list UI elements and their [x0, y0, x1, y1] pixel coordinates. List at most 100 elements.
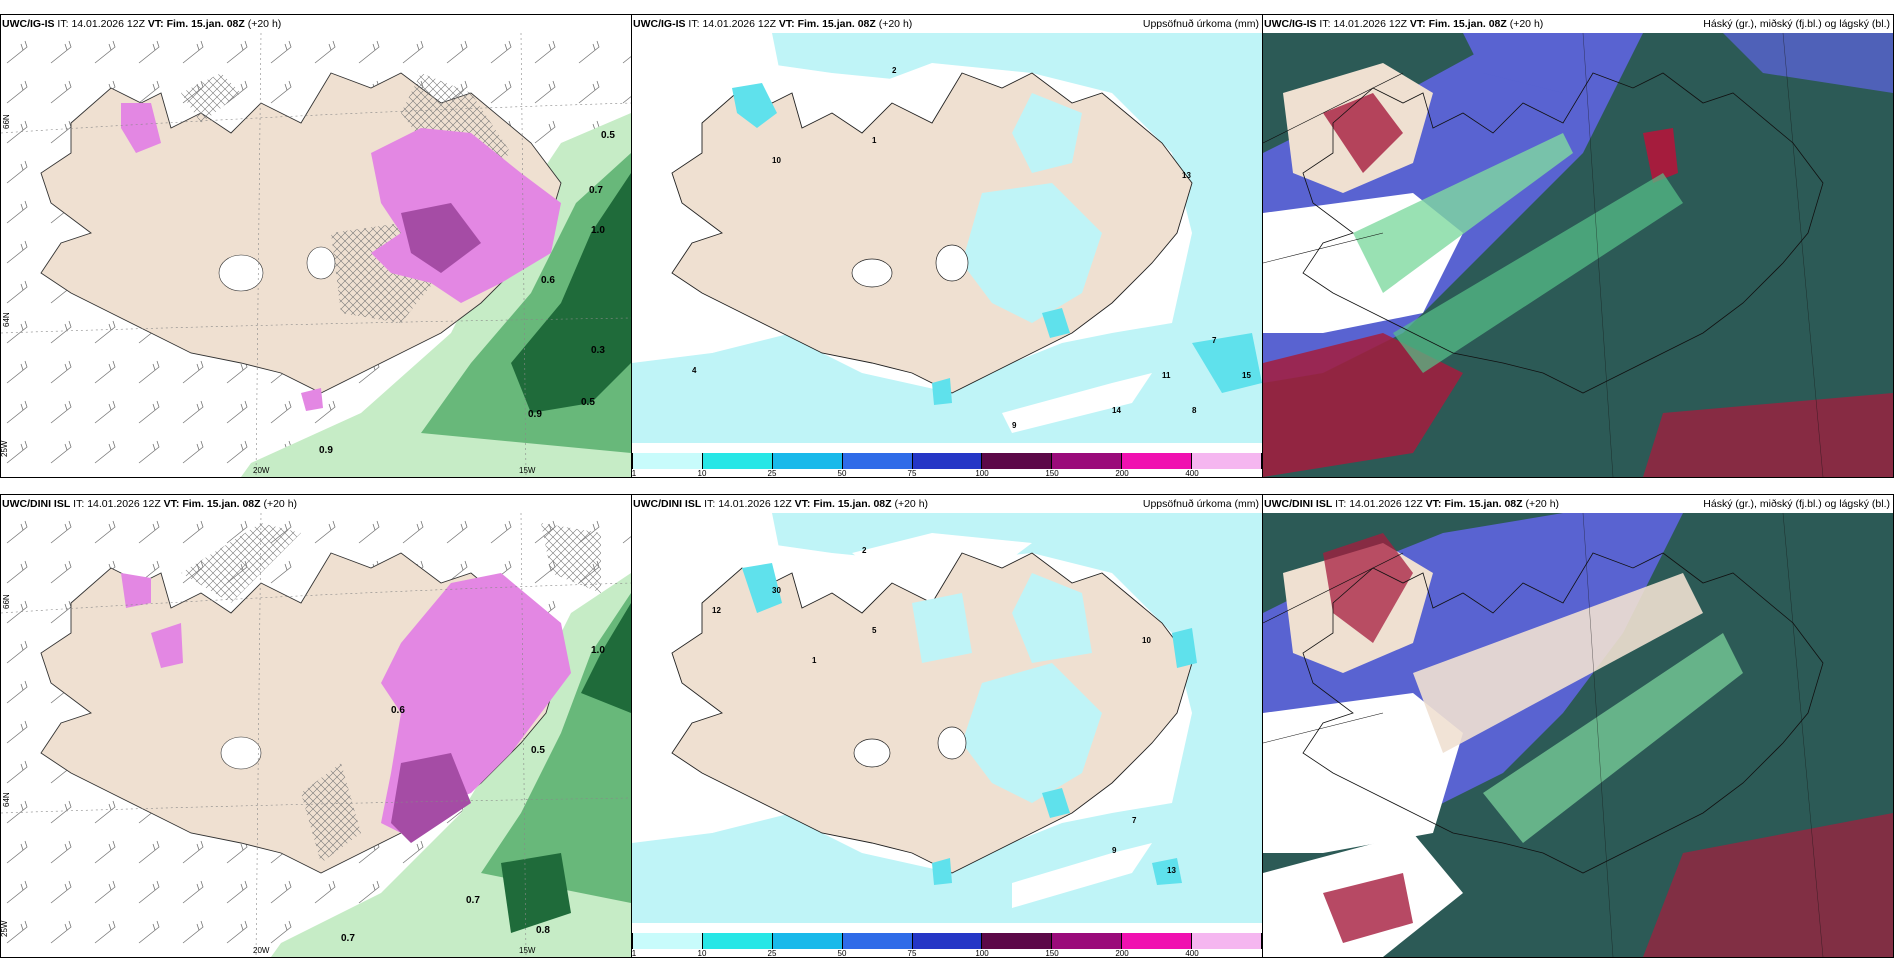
label-text: 14.01.2026 12Z — [702, 18, 776, 30]
map-label: 0.9 — [319, 445, 333, 456]
colorbar-segment — [982, 453, 1053, 469]
map-shape — [1263, 72, 1404, 144]
map-shape — [181, 523, 301, 603]
map-shape — [301, 763, 361, 863]
map-shape — [1012, 843, 1152, 908]
colorbar-segment — [632, 453, 703, 469]
map-shape — [1302, 72, 1824, 394]
label-text: 14.01.2026 12Z — [718, 498, 792, 510]
panel-igis-precip: UWC/IG-IS IT: 14.01.2026 12Z VT: Fim. 15… — [0, 14, 632, 478]
label-text: 75 — [907, 469, 917, 478]
map-label: 0.8 — [536, 925, 550, 936]
map-shape — [1582, 513, 1614, 957]
label-text: 10 — [697, 949, 707, 958]
label-text: IT: — [1335, 498, 1347, 510]
map-label: 9 — [1012, 421, 1017, 430]
label-text: (+20 h) — [1509, 18, 1544, 30]
map-label: 1 — [872, 136, 877, 145]
map-label: 64N — [2, 312, 11, 327]
map-label: 7 — [1212, 336, 1217, 345]
map-label: 0.7 — [589, 185, 603, 196]
map-label: 0.7 — [466, 895, 480, 906]
map-label: 0.3 — [591, 345, 605, 356]
sea-cyan-area — [632, 33, 1262, 443]
label-text: 50 — [837, 949, 847, 958]
map-label: 13 — [1182, 171, 1191, 180]
panel-header: UWC/DINI ISL IT: 14.01.2026 12Z VT: Fim.… — [1264, 498, 1559, 510]
colorbar-segment — [772, 453, 843, 469]
map-shape — [1263, 712, 1384, 744]
map-shape — [501, 853, 571, 933]
label-text: UWC/IG-IS — [633, 18, 686, 30]
colorbar-segment — [1122, 453, 1193, 469]
map-label: 1.0 — [591, 645, 605, 656]
panel-header: UWC/IG-IS IT: 14.01.2026 12Z VT: Fim. 15… — [633, 18, 912, 30]
map-shape — [1393, 173, 1683, 373]
map-shape — [1, 317, 631, 334]
map-label: 10 — [1142, 636, 1151, 645]
map-label: 12 — [712, 606, 721, 615]
panel-header: UWC/DINI ISL IT: 14.01.2026 12Z VT: Fim.… — [633, 498, 928, 510]
label-text: Fim. 15.jan. 08Z — [813, 498, 892, 510]
map-shape — [962, 663, 1102, 803]
label-text: UWC/DINI ISL — [1264, 498, 1333, 510]
label-text: IT: — [704, 498, 716, 510]
label-text: 14.01.2026 12Z — [1333, 18, 1407, 30]
label-text: (+20 h) — [263, 498, 298, 510]
sea-cyan-area — [632, 513, 1262, 923]
map-label: 14 — [1112, 406, 1121, 415]
map-shape — [255, 33, 262, 477]
precip-map: 66N 64N 25W 20W 15W 0.7 0.8 1.0 0.6 0.5 … — [1, 513, 631, 957]
label-text: 400 — [1185, 949, 1199, 958]
panel-igis-accum: UWC/IG-IS IT: 14.01.2026 12Z VT: Fim. 15… — [631, 14, 1263, 478]
colorbar-segment — [772, 933, 843, 949]
map-shape — [1012, 93, 1082, 173]
sea-precip-dark — [511, 173, 631, 413]
label-text: Fim. 15.jan. 08Z — [166, 18, 245, 30]
map-label: 13 — [1167, 866, 1176, 875]
colorbar-segment — [842, 453, 913, 469]
map-shape — [1582, 33, 1614, 477]
panel-title: Uppsöfnuð úrkoma (mm) — [1142, 18, 1259, 30]
label-text: (+20 h) — [878, 18, 913, 30]
map-label: 66N — [2, 594, 11, 609]
map-shape — [962, 183, 1102, 323]
map-label: 8 — [1192, 406, 1197, 415]
colorbar-segment — [1192, 933, 1262, 949]
label-text: 14.01.2026 12Z — [1349, 498, 1423, 510]
label-text: Fim. 15.jan. 08Z — [1428, 18, 1507, 30]
colorbar-segment — [982, 933, 1053, 949]
map-shape — [1323, 93, 1403, 173]
label-text: 150 — [1045, 949, 1059, 958]
panel-title: Háský (gr.), miðský (fj.bl.) og lágský (… — [1703, 18, 1890, 30]
label-text: IT: — [73, 498, 85, 510]
map-shape — [1323, 533, 1413, 643]
colorbar-labels: 1 10 25 50 75 100 150 200 400 — [632, 949, 1262, 958]
map-shape — [181, 73, 241, 123]
map-shape — [1302, 552, 1824, 874]
map-shape — [1353, 133, 1573, 293]
panel-header: UWC/IG-IS IT: 14.01.2026 12Z VT: Fim. 15… — [2, 18, 281, 30]
map-shape — [1012, 573, 1092, 663]
panel-igis-cloud: UWC/IG-IS IT: 14.01.2026 12Z VT: Fim. 15… — [1262, 14, 1894, 478]
label-text: UWC/IG-IS — [2, 18, 55, 30]
label-text: 1 — [631, 469, 637, 478]
label-text: VT: — [778, 18, 795, 30]
map-label: 20W — [253, 946, 270, 955]
map-shape — [1413, 573, 1703, 753]
colorbar-segment — [912, 453, 983, 469]
map-shape — [520, 33, 527, 477]
label-text: VT: — [1409, 18, 1426, 30]
map-shape — [520, 513, 527, 957]
label-text: 400 — [1185, 469, 1199, 478]
map-shape — [742, 563, 782, 613]
map-shape — [1, 797, 631, 814]
map-shape — [301, 388, 323, 411]
label-text: 200 — [1115, 469, 1129, 478]
map-label: 0.6 — [391, 705, 405, 716]
map-shape — [1, 582, 631, 614]
map-shape — [1723, 33, 1893, 93]
label-text: 75 — [907, 949, 917, 958]
map-shape — [581, 603, 631, 713]
map-shape — [1643, 813, 1893, 957]
